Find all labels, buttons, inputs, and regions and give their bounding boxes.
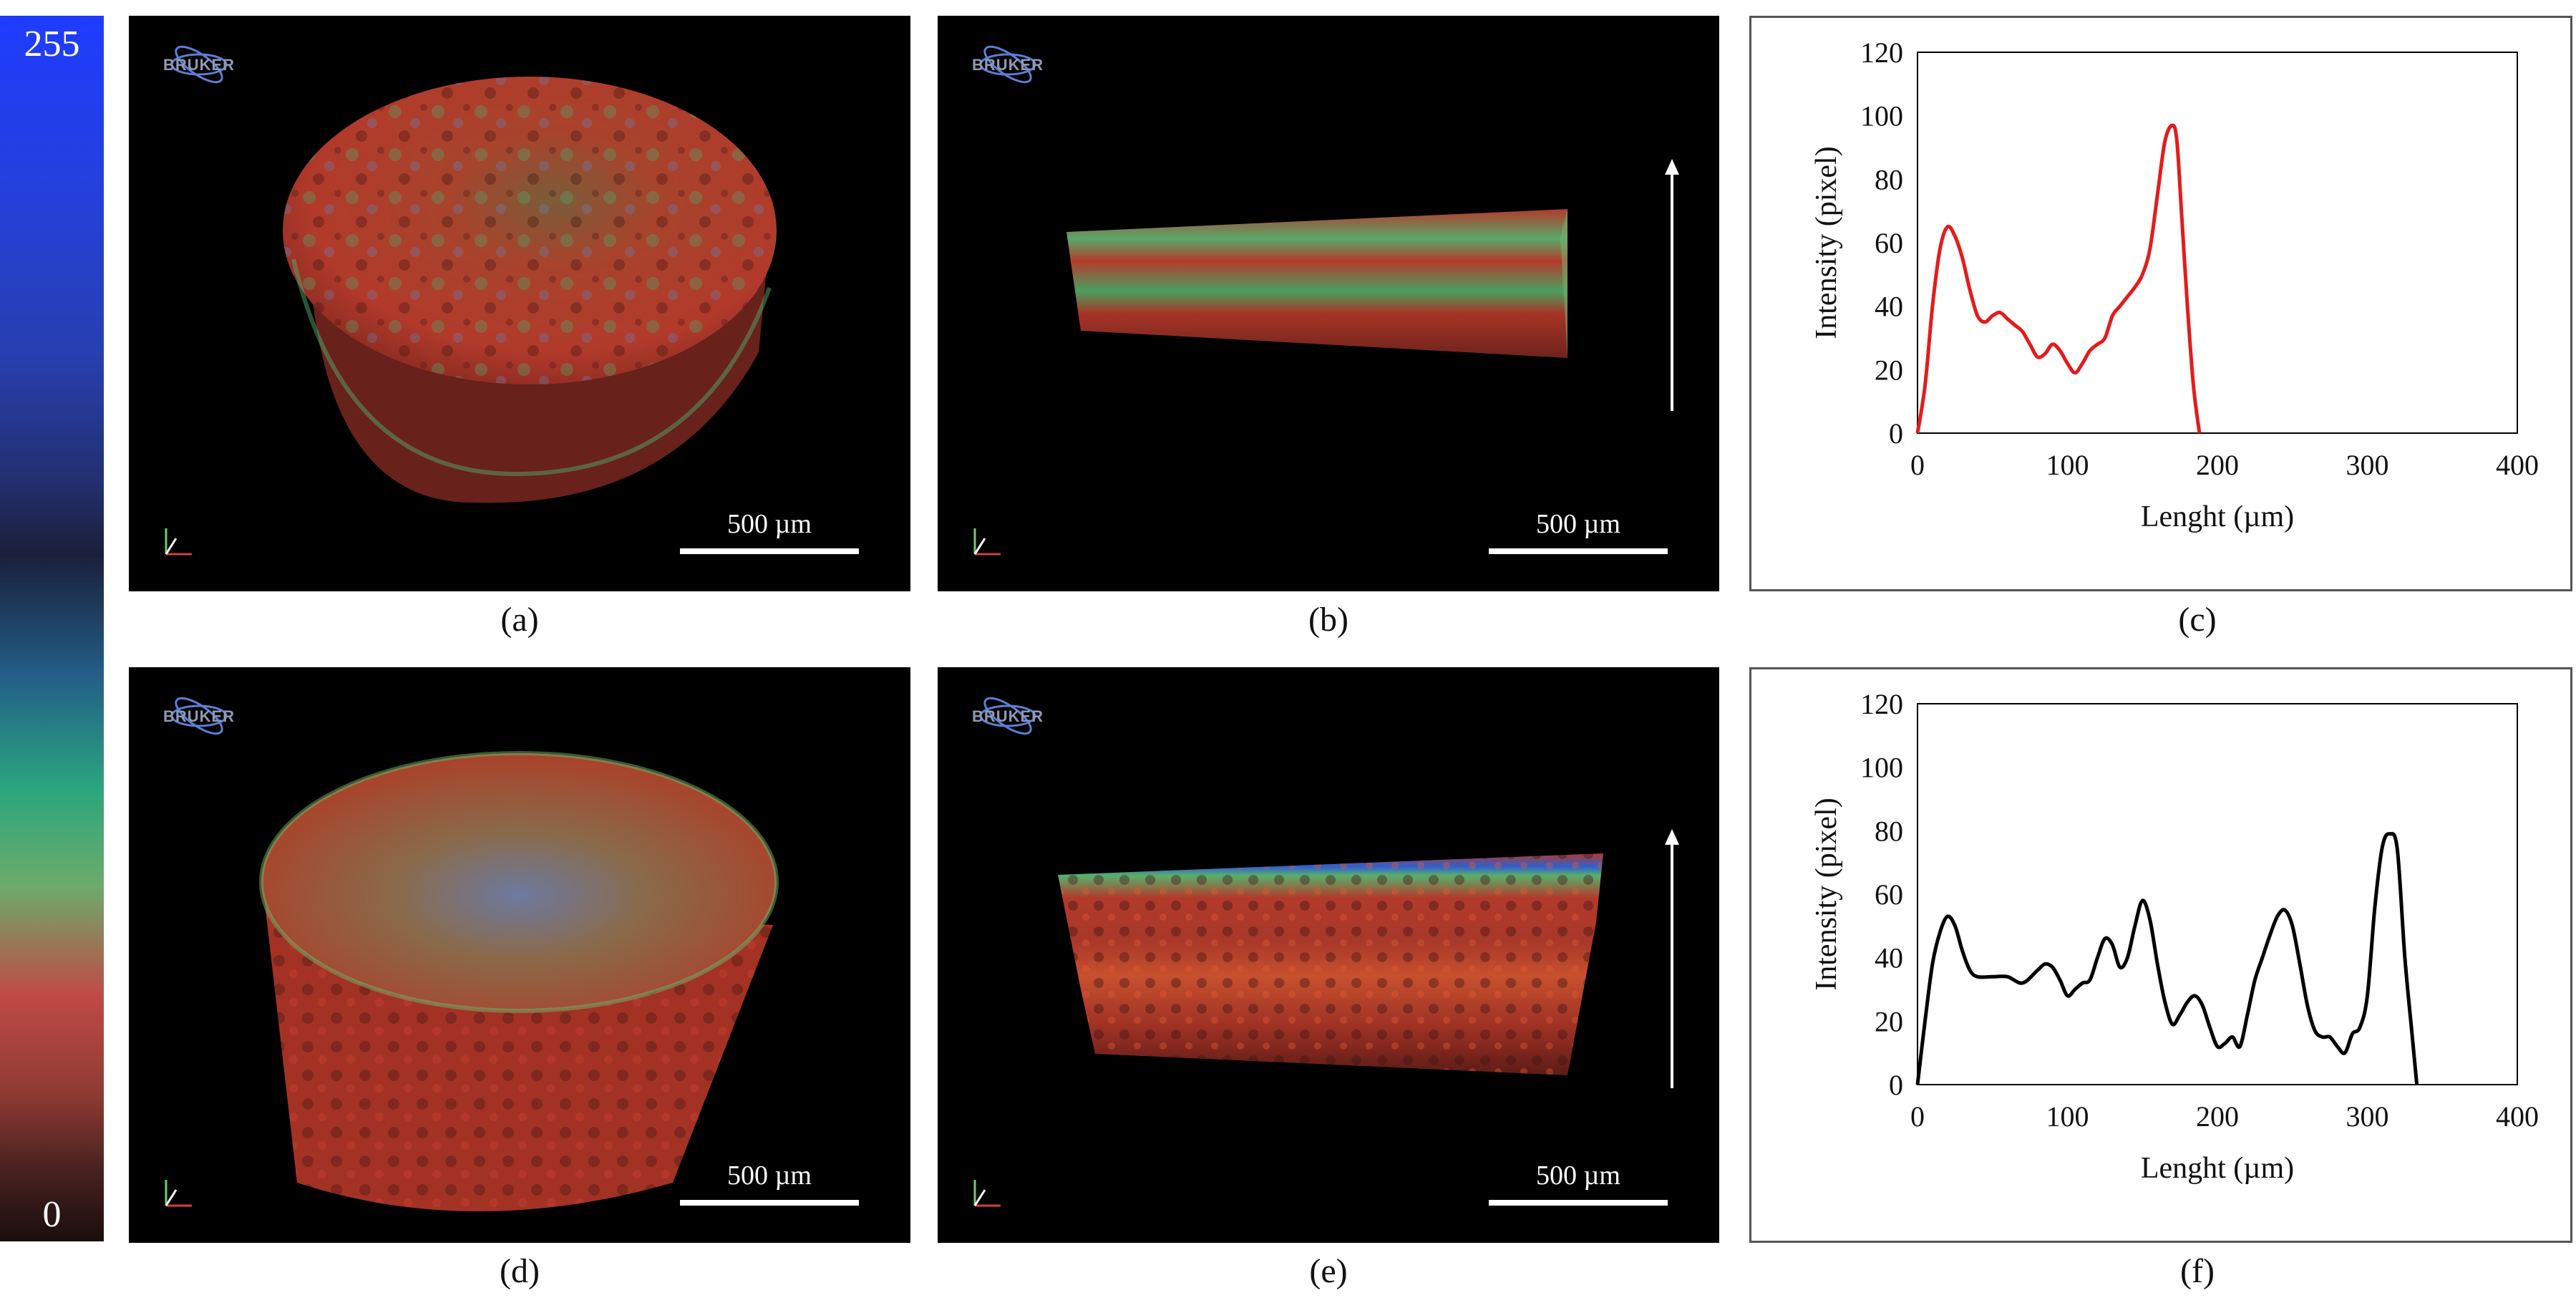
y-tick-label: 80 (1875, 815, 1903, 847)
x-tick-label: 300 (2346, 449, 2389, 481)
caption-a: (a) (500, 601, 539, 639)
x-axis-title: Lenght (µm) (2141, 500, 2294, 533)
logo-bruker: BRUKER (163, 697, 235, 735)
panel-e-3d-render: BRUKER 500 µm (938, 667, 1719, 1243)
logo-bruker: BRUKER (163, 45, 235, 84)
plot-area (1917, 52, 2518, 434)
caption-f: (f) (2180, 1252, 2215, 1290)
svg-text:BRUKER: BRUKER (163, 56, 235, 74)
x-tick-label: 0 (1910, 1100, 1925, 1133)
svg-text:500 µm: 500 µm (727, 509, 812, 539)
caption-d: (d) (500, 1252, 540, 1290)
axis-triad (165, 528, 192, 556)
panel-d-3d-render: BRUKER 500 µm (129, 667, 910, 1243)
chart-c: 0 20 40 60 80 100 120 0 100 200 300 400 Lenght (µm) I… (1810, 37, 2539, 533)
plot-area (1917, 703, 2518, 1085)
svg-text:BRUKER: BRUKER (972, 707, 1044, 725)
scale-bar: 500 µm (1489, 509, 1668, 554)
y-axis-title: Intensity (pixel) (1810, 798, 1843, 990)
axis-triad (973, 528, 1001, 556)
scale-bar: 500 µm (680, 509, 859, 554)
panel-a-3d-render: BRUKER 500 µm (129, 16, 910, 591)
y-tick-label: 0 (1889, 417, 1903, 450)
svg-text:BRUKER: BRUKER (163, 707, 235, 725)
y-tick-label: 40 (1875, 291, 1903, 323)
x-tick-label: 400 (2496, 449, 2539, 481)
axis-triad (973, 1180, 1001, 1207)
x-tick-label: 300 (2346, 1100, 2389, 1133)
y-tick-label: 40 (1875, 942, 1903, 974)
logo-bruker: BRUKER (972, 697, 1044, 735)
y-tick-label: 20 (1875, 1005, 1903, 1037)
y-tick-label: 20 (1875, 354, 1903, 386)
scale-bar: 500 µm (680, 1161, 859, 1206)
caption-c: (c) (2178, 601, 2217, 639)
x-tick-label: 100 (2046, 1100, 2089, 1133)
x-tick-label: 200 (2196, 1100, 2239, 1133)
chart-f: 0 20 40 60 80 100 120 0 100 200 300 400 Lenght (µm) I… (1810, 688, 2539, 1185)
y-tick-label: 0 (1889, 1069, 1903, 1101)
x-tick-label: 200 (2196, 449, 2239, 481)
logo-bruker: BRUKER (972, 45, 1044, 84)
intensity-colorbar: 255 0 (0, 16, 104, 1241)
caption-b: (b) (1308, 601, 1348, 639)
x-tick-label: 0 (1910, 449, 1925, 481)
x-tick-label: 400 (2496, 1100, 2539, 1133)
y-tick-label: 60 (1875, 227, 1903, 259)
y-tick-label: 60 (1875, 878, 1903, 911)
y-tick-label: 100 (1860, 100, 1903, 132)
depth-arrow (1665, 829, 1679, 1088)
y-tick-label: 80 (1875, 163, 1903, 195)
x-tick-label: 100 (2046, 449, 2089, 481)
caption-e: (e) (1309, 1252, 1348, 1290)
x-axis-title: Lenght (µm) (2141, 1152, 2294, 1185)
y-axis-title: Intensity (pixel) (1810, 146, 1843, 339)
chart-f-box: 0 20 40 60 80 100 120 0 100 200 300 400 Lenght (µm) I… (1749, 667, 2572, 1243)
svg-text:BRUKER: BRUKER (972, 56, 1044, 74)
y-tick-label: 120 (1860, 688, 1903, 720)
svg-text:500 µm: 500 µm (727, 1161, 812, 1191)
depth-arrow (1665, 159, 1679, 411)
y-tick-label: 100 (1860, 752, 1903, 784)
panel-b-3d-render: BRUKER 500 µm (938, 16, 1719, 591)
svg-text:500 µm: 500 µm (1536, 509, 1620, 539)
series-line-c-0 (1915, 123, 2202, 434)
axis-triad (165, 1180, 192, 1207)
colorbar-max-label: 255 (24, 24, 80, 64)
y-tick-label: 120 (1860, 37, 1903, 69)
series-line-f-0 (1915, 831, 2419, 1085)
scale-bar: 500 µm (1489, 1161, 1668, 1206)
svg-text:500 µm: 500 µm (1536, 1161, 1620, 1191)
colorbar-min-label: 0 (42, 1194, 62, 1235)
chart-c-box: 0 20 40 60 80 100 120 0 100 200 300 400 Lenght (µm) I… (1749, 16, 2572, 591)
